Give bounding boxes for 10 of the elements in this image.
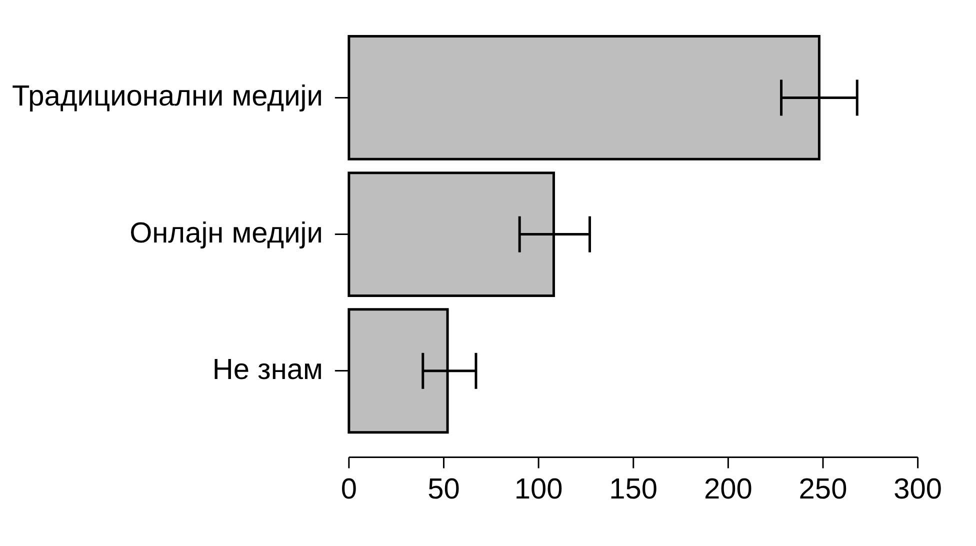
x-tick-label: 250 bbox=[798, 474, 848, 506]
x-tick-label: 50 bbox=[428, 474, 460, 506]
x-tick-label: 300 bbox=[894, 474, 942, 506]
x-tick-label: 150 bbox=[609, 474, 658, 506]
x-tick-label: 100 bbox=[514, 474, 563, 506]
x-tick-label: 0 bbox=[340, 474, 357, 506]
y-tick-label: Онлајн медији bbox=[130, 217, 323, 250]
y-tick-label: Традиционални медији bbox=[12, 80, 323, 113]
x-tick-label: 200 bbox=[704, 474, 752, 506]
y-tick-label: Не знам bbox=[212, 354, 323, 386]
